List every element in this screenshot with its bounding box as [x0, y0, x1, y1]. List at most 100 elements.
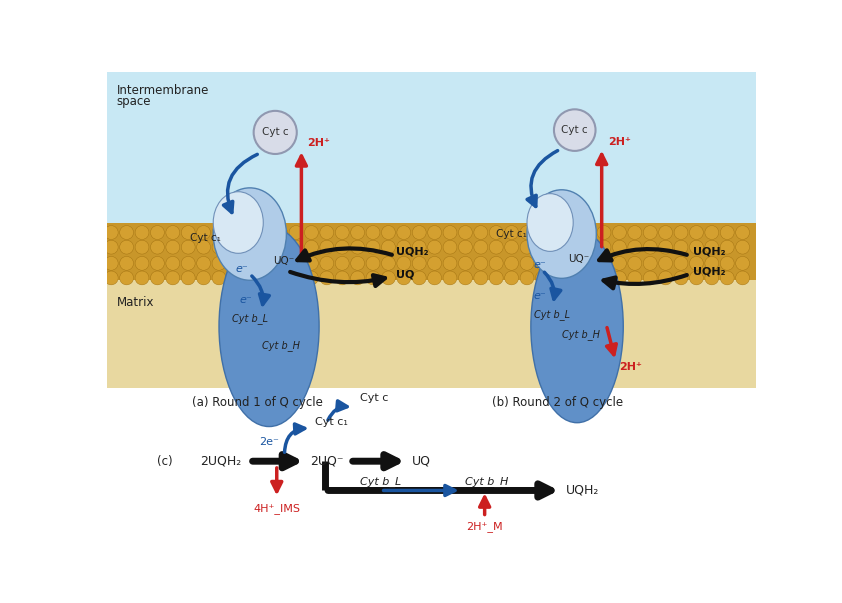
Circle shape — [397, 226, 411, 239]
Circle shape — [350, 240, 365, 254]
Circle shape — [567, 256, 580, 270]
Circle shape — [720, 240, 734, 254]
Circle shape — [554, 109, 595, 151]
Bar — [108, 223, 756, 280]
Circle shape — [366, 240, 380, 254]
Text: Matrix: Matrix — [116, 295, 154, 309]
Circle shape — [253, 111, 296, 154]
Circle shape — [274, 256, 287, 270]
Circle shape — [720, 226, 734, 239]
Circle shape — [567, 240, 580, 254]
Circle shape — [520, 256, 534, 270]
Circle shape — [335, 256, 349, 270]
Circle shape — [504, 271, 519, 285]
Circle shape — [612, 226, 626, 239]
Circle shape — [720, 256, 734, 270]
Circle shape — [489, 226, 504, 239]
Circle shape — [567, 226, 580, 239]
Circle shape — [413, 271, 426, 285]
Circle shape — [104, 240, 118, 254]
Circle shape — [305, 256, 318, 270]
Circle shape — [536, 240, 549, 254]
Text: Cyt b_L: Cyt b_L — [232, 314, 268, 324]
Text: Cyt c: Cyt c — [562, 125, 588, 135]
Circle shape — [428, 240, 441, 254]
Circle shape — [274, 240, 287, 254]
FancyArrowPatch shape — [328, 401, 347, 420]
Circle shape — [135, 226, 149, 239]
Text: Cyt b_H: Cyt b_H — [466, 476, 509, 487]
Circle shape — [397, 256, 411, 270]
Circle shape — [443, 256, 457, 270]
Circle shape — [305, 271, 318, 285]
Bar — [108, 72, 756, 223]
Text: UQH₂: UQH₂ — [693, 266, 725, 276]
Circle shape — [428, 271, 441, 285]
Circle shape — [413, 256, 426, 270]
Circle shape — [166, 226, 179, 239]
Circle shape — [227, 240, 242, 254]
Text: 2UQ⁻: 2UQ⁻ — [310, 455, 344, 468]
Text: Cyt b_H: Cyt b_H — [562, 329, 600, 339]
Circle shape — [335, 271, 349, 285]
Text: 2H⁺: 2H⁺ — [608, 137, 631, 147]
Circle shape — [504, 240, 519, 254]
Circle shape — [166, 271, 179, 285]
Text: e⁻: e⁻ — [534, 260, 546, 270]
Circle shape — [658, 271, 673, 285]
Circle shape — [135, 240, 149, 254]
Circle shape — [242, 256, 257, 270]
Circle shape — [212, 271, 226, 285]
Circle shape — [258, 226, 272, 239]
Circle shape — [474, 226, 488, 239]
Circle shape — [520, 240, 534, 254]
Ellipse shape — [213, 188, 286, 280]
Circle shape — [197, 240, 210, 254]
Ellipse shape — [527, 194, 573, 251]
Circle shape — [643, 226, 657, 239]
Text: Cyt b_L: Cyt b_L — [535, 309, 570, 320]
Circle shape — [705, 240, 719, 254]
Circle shape — [674, 226, 688, 239]
Text: Cyt c₁: Cyt c₁ — [496, 229, 527, 239]
Circle shape — [582, 256, 595, 270]
Circle shape — [628, 240, 642, 254]
FancyArrowPatch shape — [223, 154, 258, 212]
Circle shape — [258, 256, 272, 270]
Circle shape — [120, 256, 134, 270]
Circle shape — [504, 256, 519, 270]
Circle shape — [658, 226, 673, 239]
Text: 2UQH₂: 2UQH₂ — [200, 455, 241, 468]
Ellipse shape — [213, 192, 264, 253]
Text: (a) Round 1 of Q cycle: (a) Round 1 of Q cycle — [192, 396, 323, 409]
Circle shape — [597, 240, 611, 254]
Circle shape — [120, 240, 134, 254]
Circle shape — [320, 256, 333, 270]
Circle shape — [612, 240, 626, 254]
FancyArrowPatch shape — [290, 272, 385, 286]
Circle shape — [289, 226, 303, 239]
Circle shape — [212, 226, 226, 239]
Text: (c): (c) — [157, 455, 173, 468]
Text: Cyt c₁: Cyt c₁ — [315, 417, 348, 426]
Text: Cyt b_L: Cyt b_L — [360, 476, 402, 487]
Circle shape — [520, 226, 534, 239]
Circle shape — [736, 271, 749, 285]
Text: UQ: UQ — [396, 270, 414, 280]
Circle shape — [551, 271, 565, 285]
Circle shape — [381, 271, 396, 285]
Circle shape — [643, 256, 657, 270]
Circle shape — [690, 226, 703, 239]
Circle shape — [474, 256, 488, 270]
Text: e⁻: e⁻ — [534, 291, 546, 301]
Circle shape — [181, 240, 195, 254]
Circle shape — [567, 271, 580, 285]
Circle shape — [397, 271, 411, 285]
Circle shape — [551, 240, 565, 254]
Circle shape — [166, 256, 179, 270]
Circle shape — [428, 226, 441, 239]
Text: Cyt c: Cyt c — [262, 127, 289, 137]
Circle shape — [381, 226, 396, 239]
Circle shape — [181, 271, 195, 285]
Circle shape — [181, 256, 195, 270]
